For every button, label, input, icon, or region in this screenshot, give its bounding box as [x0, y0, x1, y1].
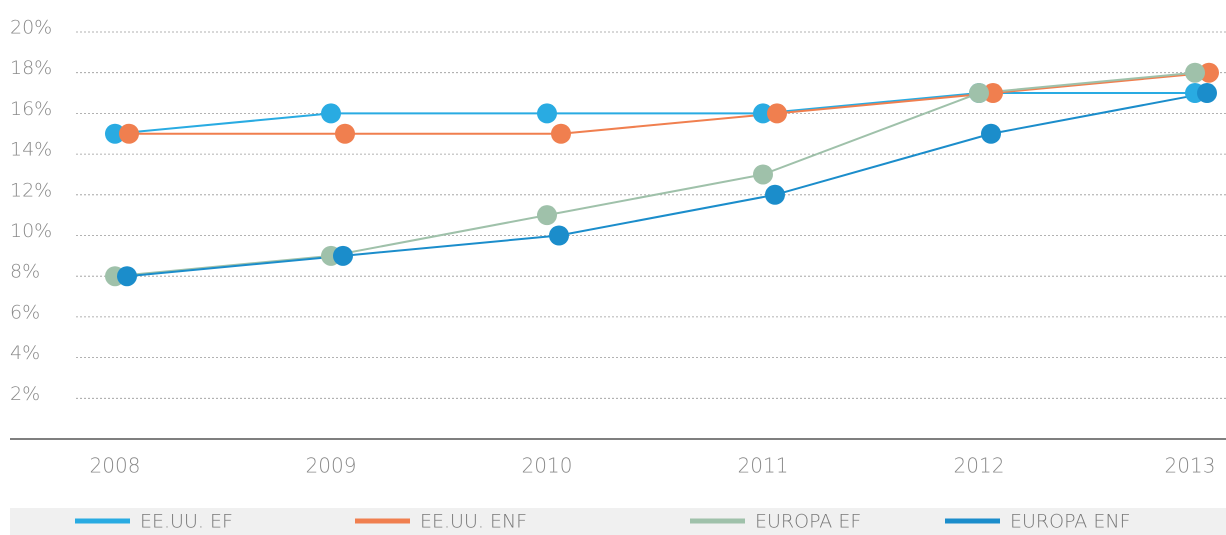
- data-point: [321, 103, 341, 124]
- legend-label: EUROPA ENF: [1010, 511, 1131, 533]
- data-point: [117, 266, 137, 287]
- legend-label: EUROPA EF: [755, 511, 861, 533]
- data-point: [105, 123, 125, 144]
- data-point: [551, 123, 571, 144]
- data-point: [537, 103, 557, 124]
- legend-label: EE.UU. ENF: [420, 511, 527, 533]
- legend-band: [10, 508, 1226, 535]
- data-point: [119, 123, 139, 144]
- data-point: [753, 103, 773, 124]
- x-tick-label: 2010: [522, 454, 573, 478]
- y-tick-label: 2%: [10, 383, 40, 405]
- data-point: [1199, 62, 1219, 83]
- data-point: [983, 83, 1003, 104]
- series-line: [114, 71, 1196, 278]
- series-line: [129, 71, 1210, 135]
- data-point: [333, 245, 353, 266]
- y-tick-label: 10%: [10, 220, 52, 242]
- data-point: [969, 83, 989, 104]
- data-point: [549, 225, 569, 246]
- y-tick-label: 4%: [10, 342, 40, 364]
- y-tick-label: 12%: [10, 179, 52, 201]
- legend-label: EE.UU. EF: [140, 511, 233, 533]
- data-point: [765, 184, 785, 205]
- y-tick-label: 20%: [10, 17, 52, 39]
- y-tick-label: 8%: [10, 261, 40, 283]
- y-tick-label: 16%: [10, 98, 52, 120]
- data-point: [753, 164, 773, 185]
- data-point: [335, 123, 355, 144]
- series-line: [114, 92, 1195, 135]
- data-point: [1197, 83, 1217, 104]
- x-tick-label: 2008: [90, 454, 141, 478]
- series-line: [126, 92, 1208, 278]
- x-tick-label: 2013: [1165, 454, 1216, 478]
- x-tick-label: 2009: [306, 454, 357, 478]
- x-tick-label: 2011: [738, 454, 789, 478]
- y-tick-label: 18%: [10, 57, 52, 79]
- y-tick-label: 6%: [10, 301, 40, 323]
- x-tick-label: 2012: [954, 454, 1005, 478]
- data-point: [981, 123, 1001, 144]
- y-tick-label: 14%: [10, 139, 52, 161]
- data-point: [1185, 62, 1205, 83]
- data-point: [537, 205, 557, 226]
- data-point: [767, 103, 787, 124]
